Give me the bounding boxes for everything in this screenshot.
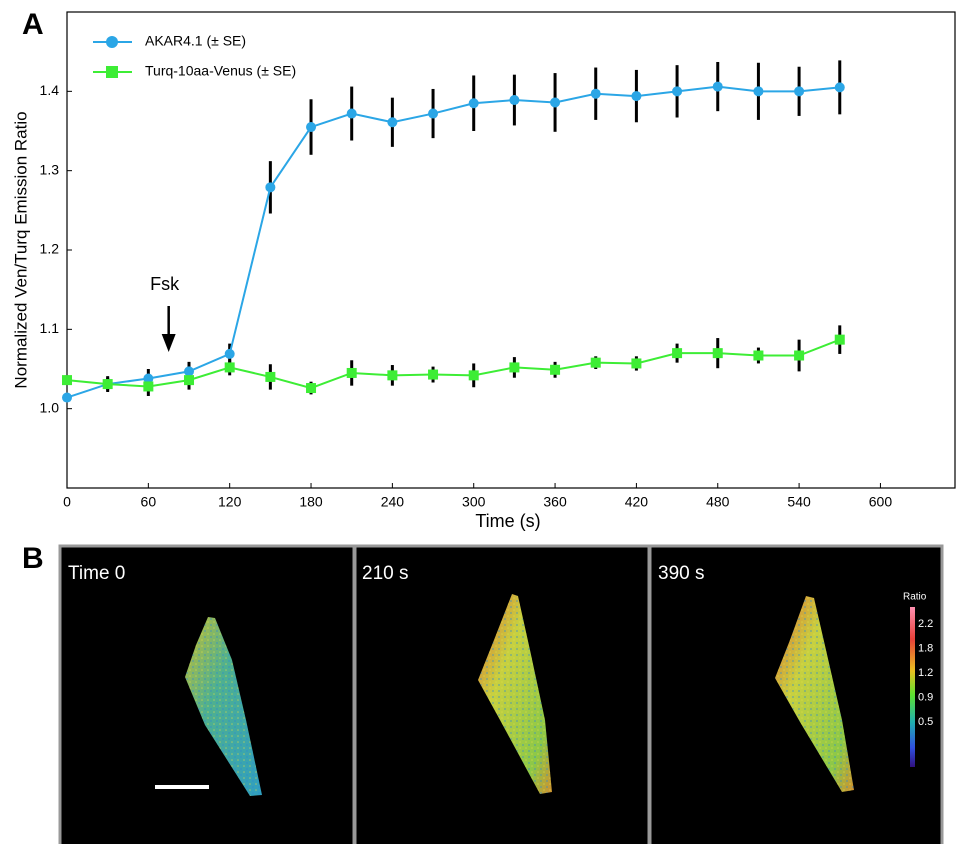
x-tick-label: 180 <box>299 494 323 510</box>
y-tick-label: 1.0 <box>40 399 60 415</box>
marker <box>184 366 195 377</box>
marker <box>306 122 317 133</box>
marker <box>590 357 601 368</box>
marker <box>184 375 195 386</box>
marker <box>468 370 479 381</box>
marker <box>550 97 561 108</box>
image-label: Time 0 <box>68 563 125 584</box>
image-label: 390 s <box>658 563 704 584</box>
colorbar-label: 0.5 <box>918 716 933 728</box>
y-axis-label: Normalized Ven/Turq Emission Ratio <box>11 111 30 388</box>
marker <box>834 334 845 345</box>
series-line <box>66 85 840 399</box>
marker <box>712 348 723 359</box>
colorbar-label: 1.2 <box>918 667 933 679</box>
marker <box>753 86 764 97</box>
x-tick-label: 420 <box>625 494 649 510</box>
marker <box>509 362 520 373</box>
marker <box>468 98 479 109</box>
colorbar <box>910 607 915 767</box>
legend-marker <box>106 66 118 78</box>
colorbar-label: 2.2 <box>918 618 933 630</box>
marker <box>346 108 357 119</box>
x-tick-label: 480 <box>706 494 730 510</box>
marker <box>143 381 154 392</box>
x-tick-label: 0 <box>63 494 71 510</box>
plot-frame <box>66 11 956 489</box>
marker <box>387 370 398 381</box>
legend-label: AKAR4.1 (± SE) <box>145 33 246 49</box>
image-label: 210 s <box>362 563 408 584</box>
x-tick-label: 360 <box>543 494 567 510</box>
y-tick-label: 1.2 <box>40 241 60 257</box>
marker <box>509 95 520 106</box>
marker <box>794 350 805 361</box>
y-tick-label: 1.1 <box>40 320 60 336</box>
marker <box>265 371 276 382</box>
annotation-arrowhead <box>161 334 176 352</box>
series-line <box>66 338 841 390</box>
marker <box>62 392 72 403</box>
x-tick-label: 540 <box>787 494 811 510</box>
marker <box>224 348 235 359</box>
marker <box>143 373 154 384</box>
colorbar-title: Ratio <box>903 592 927 603</box>
legend-marker <box>106 36 118 48</box>
marker <box>712 81 723 92</box>
marker <box>834 82 845 93</box>
marker <box>753 350 764 361</box>
legend-label: Turq-10aa-Venus (± SE) <box>145 63 296 79</box>
x-tick-label: 60 <box>141 494 157 510</box>
marker <box>631 358 642 369</box>
cell-image <box>185 594 854 796</box>
x-tick-label: 300 <box>462 494 486 510</box>
marker <box>794 86 805 97</box>
marker <box>102 379 113 390</box>
annotation: Fsk <box>150 274 180 294</box>
y-tick-label: 1.3 <box>40 161 60 177</box>
x-tick-label: 120 <box>218 494 242 510</box>
marker <box>672 86 683 97</box>
marker <box>428 108 439 119</box>
marker <box>550 364 561 375</box>
x-tick-label: 240 <box>381 494 405 510</box>
marker <box>346 367 357 378</box>
marker <box>306 383 317 394</box>
marker <box>631 91 642 102</box>
colorbar-label: 0.9 <box>918 691 933 703</box>
marker <box>590 88 601 99</box>
marker <box>428 369 439 380</box>
colorbar-label: 1.8 <box>918 642 933 654</box>
marker <box>62 375 72 386</box>
x-axis-label: Time (s) <box>475 511 540 531</box>
x-tick-label: 600 <box>869 494 893 510</box>
panel-label: A <box>22 8 44 41</box>
marker <box>224 362 235 373</box>
marker <box>387 117 398 128</box>
marker <box>672 348 683 359</box>
panel-label: B <box>22 542 44 575</box>
marker <box>265 182 276 193</box>
y-tick-label: 1.4 <box>40 82 60 98</box>
